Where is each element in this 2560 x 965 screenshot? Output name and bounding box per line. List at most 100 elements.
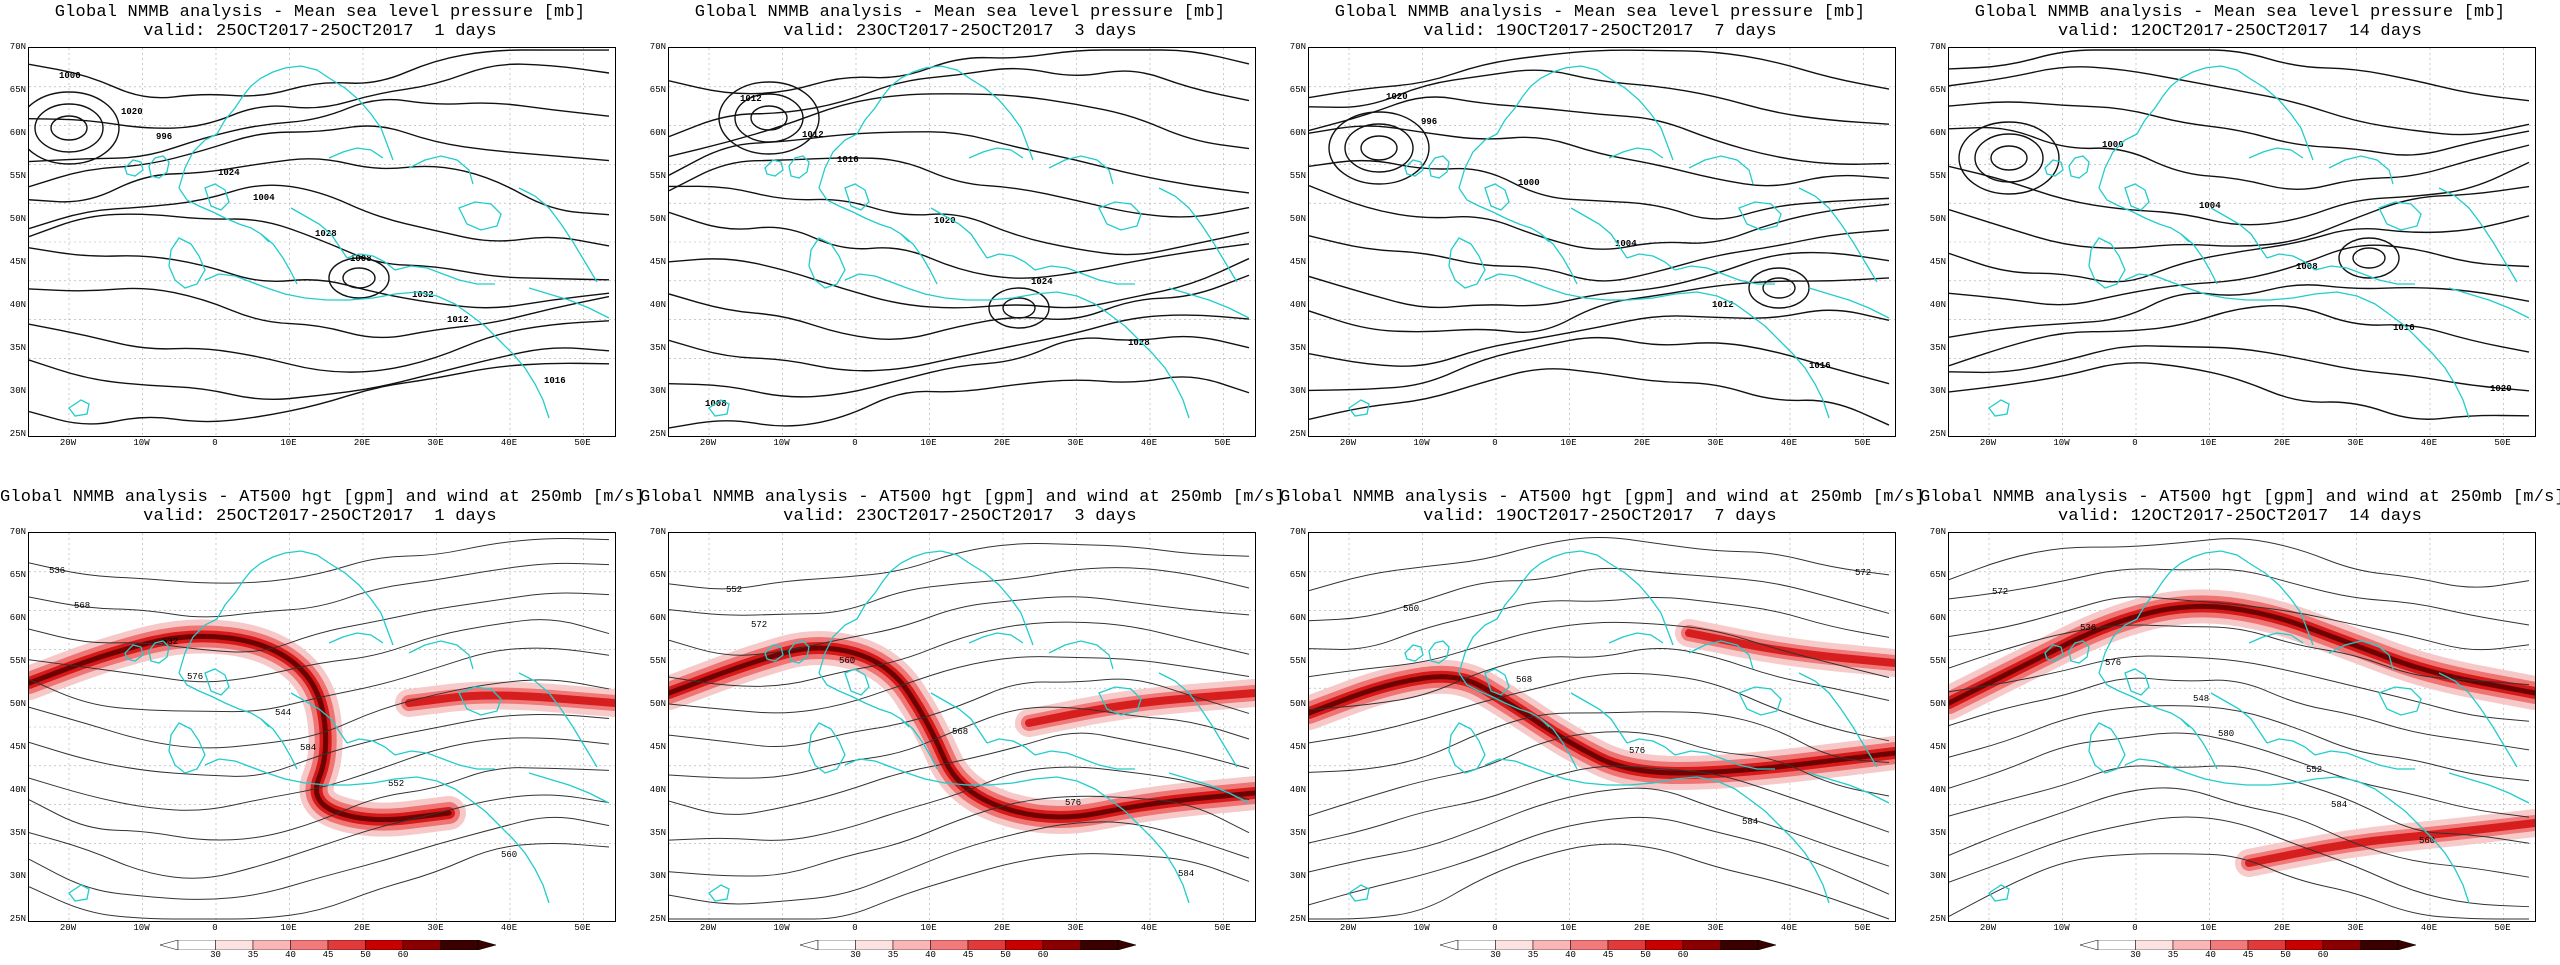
latitude-label: 65N bbox=[649, 570, 666, 580]
isobar-label: 1020 bbox=[121, 107, 143, 117]
longitude-label: 50E bbox=[574, 438, 591, 448]
longitude-label: 40E bbox=[1780, 923, 1798, 933]
latitude-label: 70N bbox=[1929, 527, 1946, 537]
graticule bbox=[1309, 48, 1895, 436]
latitude-label: 30N bbox=[649, 386, 666, 396]
longitude-label: 30E bbox=[1067, 923, 1084, 933]
latitude-label: 55N bbox=[1929, 656, 1946, 666]
colorbar-tick-label: 40 bbox=[925, 950, 936, 960]
longitude-label: 30E bbox=[427, 438, 444, 448]
colorbar-swatch bbox=[930, 940, 969, 950]
longitude-label: 10E bbox=[920, 438, 937, 448]
isobar-label: 1008 bbox=[2296, 262, 2318, 272]
height-label: 572 bbox=[1855, 568, 1871, 578]
latitude-label: 70N bbox=[649, 527, 666, 537]
latitude-label: 25N bbox=[1289, 429, 1306, 439]
colorbar-swatch bbox=[327, 940, 366, 950]
latitude-label: 70N bbox=[9, 527, 26, 537]
latitude-label: 55N bbox=[649, 171, 666, 181]
colorbar-tick-label: 50 bbox=[360, 950, 371, 960]
isobar-label: 1000 bbox=[1518, 178, 1540, 188]
longitude-label: 10W bbox=[2053, 438, 2070, 448]
latitude-label: 50N bbox=[649, 214, 666, 224]
isobar-label: 1028 bbox=[1128, 338, 1150, 348]
colorbar-swatch bbox=[215, 940, 254, 950]
height-label: 544 bbox=[275, 708, 291, 718]
latitude-label: 65N bbox=[649, 85, 666, 95]
colorbar-tick-label: 35 bbox=[887, 950, 899, 960]
wind-speed-shading bbox=[1309, 619, 1895, 790]
colorbar-tick-label: 50 bbox=[1640, 950, 1651, 960]
longitude-label: 50E bbox=[2494, 438, 2511, 448]
colorbar-tick-label: 40 bbox=[2205, 950, 2216, 960]
map-canvas: 536 532 544 552 560 568 576 584 bbox=[29, 533, 615, 921]
colorbar-swatch bbox=[402, 940, 441, 950]
longitude-label: 10E bbox=[280, 923, 297, 933]
latitude-label: 35N bbox=[9, 343, 26, 353]
latitude-label: 50N bbox=[1929, 214, 1946, 224]
latitude-label: 40N bbox=[649, 785, 666, 795]
colorbar-swatch bbox=[1495, 940, 1534, 950]
colorbar-tick-label: 60 bbox=[2317, 950, 2329, 960]
latitude-label: 25N bbox=[9, 914, 26, 924]
isobar-label: 1004 bbox=[253, 193, 275, 203]
height-contours bbox=[669, 543, 1250, 920]
colorbar-tick-label: 60 bbox=[397, 950, 409, 960]
isobar-labels: 996 1000 1004 1012 1016 1020 bbox=[1386, 92, 1831, 371]
height-label: 560 bbox=[1403, 604, 1419, 614]
height-label: 532 bbox=[162, 637, 178, 647]
colorbar-tick-label: 40 bbox=[285, 950, 296, 960]
latitude-label: 60N bbox=[1929, 128, 1946, 138]
coastlines bbox=[708, 65, 1250, 419]
map-frame: 1000 1004 1008 1016 1020 bbox=[1948, 47, 2536, 437]
longitude-label: 0 bbox=[852, 923, 858, 933]
latitude-label: 45N bbox=[1929, 742, 1946, 752]
longitude-label: 10W bbox=[773, 438, 790, 448]
height-label: 568 bbox=[74, 601, 90, 611]
latitude-label: 70N bbox=[9, 42, 26, 52]
latitude-label: 50N bbox=[649, 699, 666, 709]
longitude-label: 20W bbox=[699, 923, 717, 933]
longitude-label: 10E bbox=[280, 438, 297, 448]
longitude-label: 20W bbox=[1979, 923, 1997, 933]
colorbar-tick-label: 60 bbox=[1677, 950, 1689, 960]
longitude-label: 40E bbox=[2420, 438, 2438, 448]
isobar-label: 1004 bbox=[1615, 239, 1637, 249]
colorbar-swatch bbox=[365, 940, 404, 950]
coastlines bbox=[1348, 65, 1890, 419]
isobar-label: 996 bbox=[1421, 117, 1437, 127]
height-label: 580 bbox=[2218, 729, 2234, 739]
longitude-label: 50E bbox=[1214, 438, 1231, 448]
latitude-label: 60N bbox=[1929, 613, 1946, 623]
latitude-label: 30N bbox=[1289, 871, 1306, 881]
latitude-label: 45N bbox=[9, 742, 26, 752]
latitude-label: 60N bbox=[1289, 128, 1306, 138]
colorbar-swatch bbox=[1005, 940, 1044, 950]
latitude-label: 40N bbox=[9, 785, 26, 795]
longitude-label: 0 bbox=[852, 438, 858, 448]
colorbar-swatch bbox=[252, 940, 291, 950]
isobar-label: 1032 bbox=[412, 290, 434, 300]
latitude-label: 25N bbox=[9, 429, 26, 439]
latitude-label: 55N bbox=[649, 656, 666, 666]
latitude-label: 35N bbox=[1289, 343, 1306, 353]
colorbar-swatch bbox=[1645, 940, 1684, 950]
colorbar-tick-label: 35 bbox=[247, 950, 259, 960]
longitude-label: 0 bbox=[212, 438, 218, 448]
panel-valid-date: valid: 12OCT2017-25OCT2017 14 days bbox=[2057, 507, 2423, 526]
map-canvas: 560 568 576 584 572 bbox=[1309, 533, 1895, 921]
colorbar-swatch bbox=[2285, 940, 2324, 950]
longitude-label: 10W bbox=[1413, 438, 1430, 448]
panel-title: Global NMMB analysis - AT500 hgt [gpm] a… bbox=[640, 488, 1285, 507]
height-label: 568 bbox=[952, 727, 968, 737]
map-frame: 560 568 576 584 572 bbox=[1308, 532, 1896, 922]
map-frame: 1000 996 1004 1008 1012 1016 1020 1024 1028 1032 bbox=[28, 47, 616, 437]
height-label: 536 bbox=[2080, 623, 2096, 633]
longitude-label: 10E bbox=[2200, 923, 2217, 933]
panel-title: Global NMMB analysis - AT500 hgt [gpm] a… bbox=[1920, 488, 2560, 507]
isobar-label: 1020 bbox=[934, 216, 956, 226]
longitude-label: 20W bbox=[59, 438, 77, 448]
panel-valid-date: valid: 12OCT2017-25OCT2017 14 days bbox=[2057, 22, 2423, 41]
panel-valid-date: valid: 23OCT2017-25OCT2017 3 days bbox=[783, 507, 1137, 526]
latitude-label: 55N bbox=[1929, 171, 1946, 181]
